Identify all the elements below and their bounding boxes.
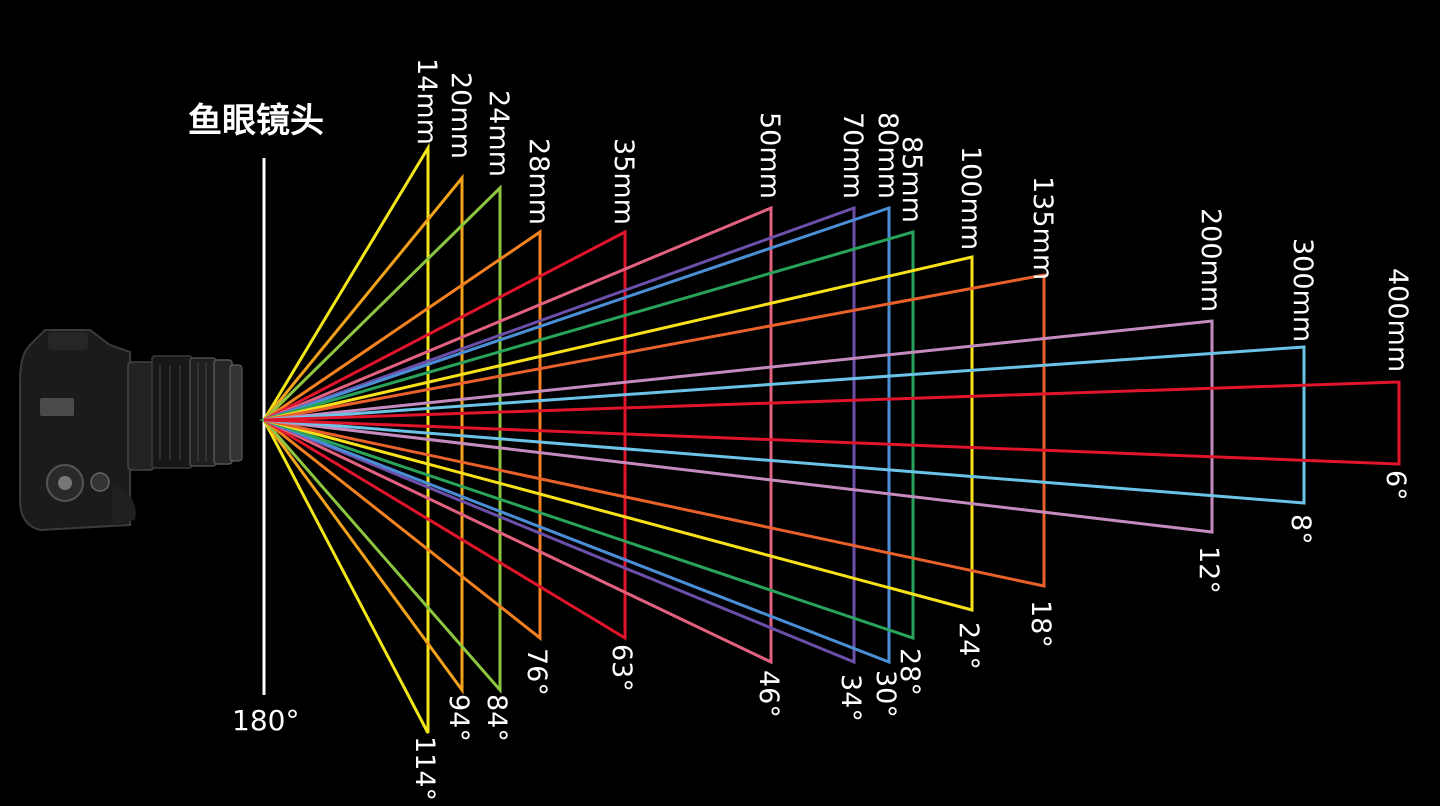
angle-label-14mm: 114° <box>409 736 440 801</box>
angle-label-24mm: 84° <box>481 694 512 742</box>
angle-label-200mm: 12° <box>1193 546 1224 594</box>
focal-label-35mm: 35mm <box>608 138 639 225</box>
camera-icon <box>19 329 243 532</box>
angle-label-35mm: 63° <box>606 644 637 692</box>
angle-label-50mm: 46° <box>753 670 784 718</box>
beam-200mm <box>263 319 1214 534</box>
angle-label-400mm: 6° <box>1380 470 1411 501</box>
angle-label-28mm: 76° <box>521 648 552 696</box>
focal-label-50mm: 50mm <box>754 112 785 199</box>
angle-label-135mm: 18° <box>1025 600 1056 648</box>
focal-label-85mm: 85mm <box>896 136 927 223</box>
focal-label-24mm: 24mm <box>483 90 514 177</box>
beam-300mm <box>263 345 1306 505</box>
beam-70mm <box>259 205 856 665</box>
beam-100mm <box>263 255 974 612</box>
focal-label-14mm: 14mm <box>411 58 442 145</box>
focal-label-20mm: 20mm <box>445 72 476 159</box>
beam-24mm <box>261 184 502 694</box>
fisheye-angle-label: 180° <box>232 704 299 737</box>
beam-80mm <box>259 205 891 665</box>
angle-label-80mm: 30° <box>870 670 901 718</box>
beam-20mm <box>262 173 464 695</box>
focal-label-80mm: 80mm <box>872 112 903 199</box>
angle-label-100mm: 24° <box>953 622 984 670</box>
beam-135mm <box>263 273 1046 588</box>
angle-label-70mm: 34° <box>835 674 866 722</box>
focal-label-200mm: 200mm <box>1195 208 1226 312</box>
focal-label-300mm: 300mm <box>1287 238 1318 342</box>
beam-400mm <box>263 380 1401 466</box>
focal-label-28mm: 28mm <box>523 138 554 225</box>
beam-50mm <box>260 205 773 665</box>
beam-85mm <box>258 230 915 641</box>
beam-28mm <box>261 229 542 642</box>
focal-label-135mm: 135mm <box>1027 176 1058 280</box>
angle-label-85mm: 28° <box>894 648 925 696</box>
focal-label-100mm: 100mm <box>955 146 986 250</box>
focal-label-70mm: 70mm <box>837 112 868 199</box>
fisheye-label: 鱼眼镜头 <box>188 101 324 141</box>
focal-label-400mm: 400mm <box>1382 268 1413 372</box>
angle-label-20mm: 94° <box>443 694 474 742</box>
angle-label-300mm: 8° <box>1285 514 1316 545</box>
